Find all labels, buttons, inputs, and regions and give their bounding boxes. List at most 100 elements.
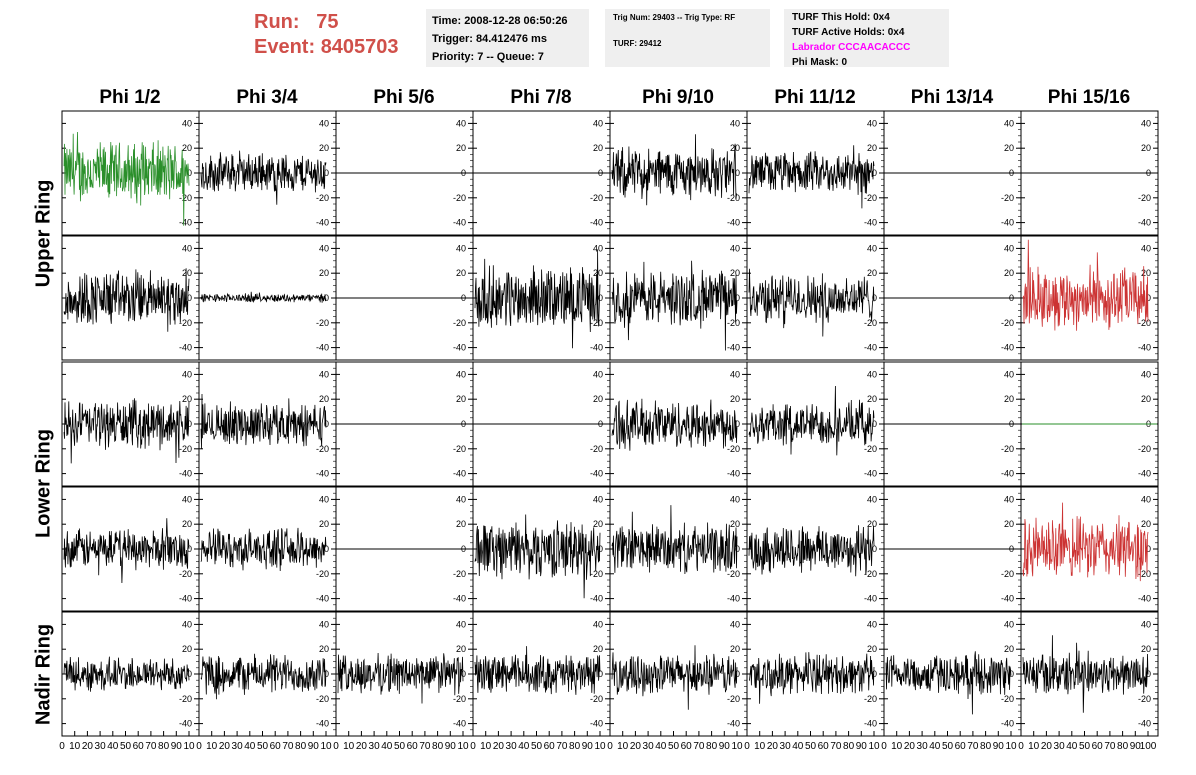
waveform [474,514,601,599]
run-value: 75 [316,11,339,33]
x-tick-label: 60 [681,741,693,752]
y-tick-label: 20 [1004,519,1014,529]
waveform [748,385,875,456]
y-tick-label: -40 [1001,218,1014,228]
x-tick-label: 50 [531,741,543,752]
x-tick-label: 0 [1018,741,1024,752]
waveform [63,131,190,226]
column-header: Phi 1/2 [99,87,161,108]
y-tick-label: 0 [735,419,740,429]
waveform [748,268,875,337]
y-tick-label: 0 [598,669,603,679]
x-tick-label: 70 [1104,741,1116,752]
x-tick-label: 10 [183,741,195,752]
y-tick-label: -20 [179,193,192,203]
run-event-label: Run: 75 Event: 8405703 [254,10,399,60]
y-tick-label: -20 [179,694,192,704]
waveform [611,645,738,710]
y-tick-label: -40 [590,218,603,228]
x-tick-label: 10 [617,741,629,752]
x-tick-label: 20 [904,741,916,752]
y-tick-label: 40 [319,619,329,629]
y-tick-label: 20 [182,268,192,278]
y-tick-label: -40 [316,469,329,479]
y-tick-label: 40 [867,243,877,253]
y-tick-label: -20 [864,318,877,328]
column-header: Phi 13/14 [910,87,994,108]
y-tick-label: -20 [1001,193,1014,203]
y-tick-label: 20 [593,143,603,153]
y-tick-label: -20 [453,569,466,579]
y-tick-label: 0 [872,419,877,429]
x-tick-label: 90 [445,741,457,752]
x-tick-label: 10 [594,741,606,752]
y-tick-label: -40 [1001,719,1014,729]
y-tick-label: -20 [864,444,877,454]
y-tick-label: 40 [1141,118,1151,128]
event-value: 8405703 [320,36,399,58]
y-tick-label: -20 [1001,694,1014,704]
x-tick-label: 100 [1140,741,1157,752]
y-tick-label: -20 [316,318,329,328]
y-tick-label: 20 [1141,394,1151,404]
y-tick-label: -20 [1138,694,1151,704]
y-tick-label: -40 [590,343,603,353]
y-tick-label: -20 [864,193,877,203]
y-tick-label: 40 [867,494,877,504]
waveform [337,652,464,704]
x-tick-label: 0 [333,741,339,752]
x-tick-label: 80 [569,741,581,752]
run-label: Run: [254,11,300,33]
x-tick-label: 10 [206,741,218,752]
y-tick-label: -40 [1001,469,1014,479]
waveform [63,398,190,464]
y-tick-label: 40 [319,494,329,504]
y-tick-label: 40 [1004,494,1014,504]
column-header: Phi 11/12 [774,87,856,108]
waveform [200,393,327,449]
waveform [200,150,327,205]
column-header: Phi 5/6 [373,87,435,108]
y-tick-label: 40 [182,619,192,629]
x-tick-label: 70 [830,741,842,752]
waveform [1022,502,1149,582]
x-tick-label: 20 [1041,741,1053,752]
y-tick-label: 40 [593,243,603,253]
x-tick-label: 10 [891,741,903,752]
y-tick-label: 0 [872,293,877,303]
waveform [611,260,738,351]
x-tick-label: 90 [308,741,320,752]
y-tick-label: 0 [872,168,877,178]
column-header: Phi 9/10 [642,87,714,108]
waveform [474,646,601,695]
y-tick-label: 0 [872,669,877,679]
x-tick-label: 30 [780,741,792,752]
y-tick-label: 0 [461,669,466,679]
y-tick-label: -40 [727,218,740,228]
x-tick-label: 40 [792,741,804,752]
x-tick-label: 30 [1054,741,1066,752]
y-tick-label: 40 [1004,243,1014,253]
y-tick-label: -40 [864,469,877,479]
y-tick-label: 20 [182,143,192,153]
y-tick-label: -20 [179,318,192,328]
x-tick-label: 0 [744,741,750,752]
x-tick-label: 90 [582,741,594,752]
y-tick-label: 20 [593,519,603,529]
y-tick-label: 0 [598,544,603,554]
x-tick-label: 20 [493,741,505,752]
y-tick-label: 0 [187,419,192,429]
x-tick-label: 70 [967,741,979,752]
y-tick-label: 40 [1004,118,1014,128]
y-tick-label: -20 [727,444,740,454]
column-header: Phi 3/4 [236,87,298,108]
x-tick-label: 0 [470,741,476,752]
y-tick-label: 40 [730,369,740,379]
x-tick-label: 40 [244,741,256,752]
x-tick-label: 50 [257,741,269,752]
y-tick-label: 40 [593,494,603,504]
time-text: Time: 2008-12-28 06:50:26 [432,15,568,27]
y-tick-label: -20 [316,569,329,579]
y-tick-label: -20 [1001,444,1014,454]
y-tick-label: 20 [867,394,877,404]
